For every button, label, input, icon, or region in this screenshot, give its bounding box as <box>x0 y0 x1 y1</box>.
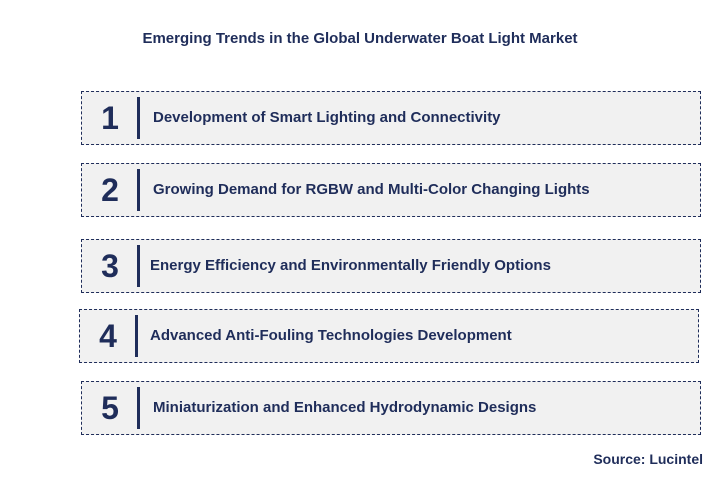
trend-box-1: 1 Development of Smart Lighting and Conn… <box>81 91 701 145</box>
trend-divider <box>137 97 140 139</box>
trend-box-5: 5 Miniaturization and Enhanced Hydrodyna… <box>81 381 701 435</box>
trend-number: 5 <box>101 390 119 426</box>
trend-label: Miniaturization and Enhanced Hydrodynami… <box>153 399 537 416</box>
trend-label: Advanced Anti-Fouling Technologies Devel… <box>150 327 512 344</box>
trend-box-4: 4 Advanced Anti-Fouling Technologies Dev… <box>79 309 699 363</box>
trend-divider <box>137 169 140 211</box>
trend-divider <box>137 387 140 429</box>
chart-title: Emerging Trends in the Global Underwater… <box>142 30 578 47</box>
trend-label: Development of Smart Lighting and Connec… <box>153 109 501 126</box>
trend-box-2: 2 Growing Demand for RGBW and Multi-Colo… <box>81 163 701 217</box>
trend-number: 1 <box>101 100 119 136</box>
trend-label: Growing Demand for RGBW and Multi-Color … <box>153 181 590 198</box>
trend-number: 4 <box>99 318 117 354</box>
trend-number: 3 <box>101 248 119 284</box>
trend-divider <box>135 315 138 357</box>
trend-label: Energy Efficiency and Environmentally Fr… <box>150 257 551 274</box>
source-note: Source: Lucintel <box>593 451 703 467</box>
trend-divider <box>137 245 140 287</box>
trend-number: 2 <box>101 172 119 208</box>
trend-box-3: 3 Energy Efficiency and Environmentally … <box>81 239 701 293</box>
